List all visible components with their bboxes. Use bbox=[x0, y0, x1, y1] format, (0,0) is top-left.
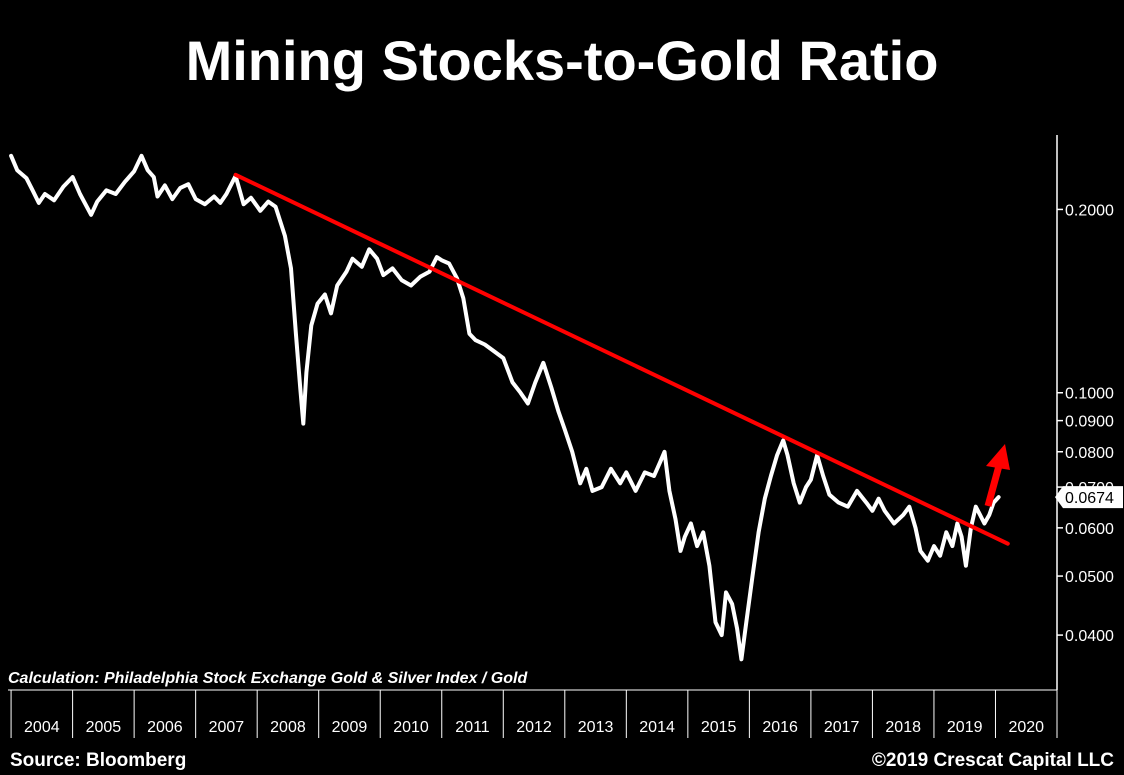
x-tick-label: 2020 bbox=[1008, 719, 1044, 736]
y-tick-label: 0.0600 bbox=[1065, 521, 1114, 538]
y-tick-label: 0.0400 bbox=[1065, 628, 1114, 645]
series-layer bbox=[9, 153, 1010, 662]
x-tick-label: 2006 bbox=[147, 719, 183, 736]
y-tick-label: 0.0800 bbox=[1065, 445, 1114, 462]
y-tick-label: 0.2000 bbox=[1065, 202, 1114, 219]
ratio-line bbox=[9, 153, 1001, 662]
last-value-label: 0.0674 bbox=[1065, 490, 1114, 507]
x-tick-label: 2005 bbox=[86, 719, 122, 736]
y-tick-label: 0.0900 bbox=[1065, 414, 1114, 431]
y-tick-label: 0.0500 bbox=[1065, 569, 1114, 586]
trendline bbox=[233, 172, 1010, 546]
x-axis: 2004 2005 2006 2007 2008 2009 2010 2011 2012 2013… bbox=[8, 689, 1058, 738]
annotation-layer: 0.0674 bbox=[984, 444, 1123, 509]
x-tick-label: 2010 bbox=[393, 719, 429, 736]
x-tick-label: 2015 bbox=[701, 719, 737, 736]
x-tick-label: 2012 bbox=[516, 719, 552, 736]
copyright-note: ©2019 Crescat Capital LLC bbox=[872, 750, 1114, 771]
x-tick-label: 2016 bbox=[762, 719, 798, 736]
chart-title: Mining Stocks-to-Gold Ratio bbox=[186, 29, 939, 92]
x-tick-label: 2004 bbox=[24, 719, 60, 736]
x-tick-label: 2014 bbox=[639, 719, 675, 736]
source-note: Source: Bloomberg bbox=[10, 750, 186, 771]
x-tick-label: 2013 bbox=[578, 719, 614, 736]
x-tick-label: 2007 bbox=[209, 719, 245, 736]
x-tick-label: 2017 bbox=[824, 719, 860, 736]
y-tick-label: 0.1000 bbox=[1065, 386, 1114, 403]
x-tick-label: 2008 bbox=[270, 719, 306, 736]
arrow-shaft bbox=[984, 461, 1004, 507]
x-tick-label: 2018 bbox=[885, 719, 921, 736]
arrow-up-icon bbox=[986, 444, 1010, 470]
x-tick-label: 2011 bbox=[455, 719, 490, 736]
last-value-flag bbox=[1055, 486, 1123, 509]
x-tick-label: 2019 bbox=[947, 719, 983, 736]
calculation-note: Calculation: Philadelphia Stock Exchange… bbox=[8, 670, 528, 687]
x-tick-label: 2009 bbox=[332, 719, 368, 736]
